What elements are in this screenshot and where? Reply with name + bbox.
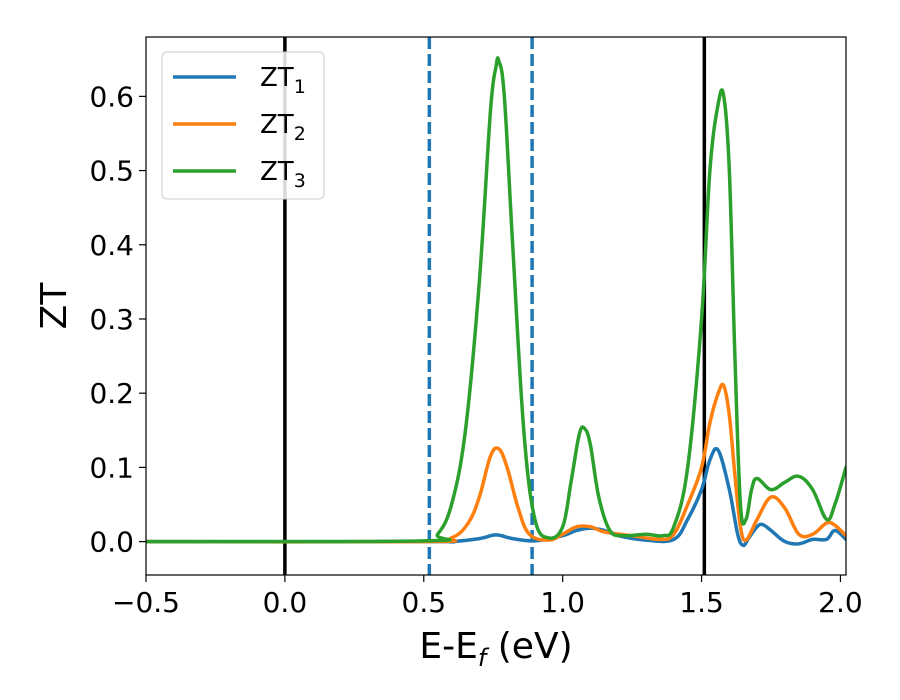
series-line-zt3: [146, 56, 846, 544]
x-tick-label: −0.5: [112, 586, 180, 619]
y-axis-ticks: 0.0 0.1 0.2 0.3 0.4 0.5 0.6: [89, 80, 146, 559]
y-tick-label: 0.6: [89, 80, 134, 113]
x-axis-ticks: −0.5 0.0 0.5 1.0 1.5 2.0: [112, 575, 863, 619]
x-tick-label: 0.5: [402, 586, 447, 619]
y-axis-label: ZT: [34, 282, 75, 330]
legend: ZT1 ZT2 ZT3: [161, 51, 325, 200]
legend-label: ZT1: [260, 63, 306, 98]
y-tick-label: 0.0: [89, 526, 134, 559]
y-tick-label: 0.1: [89, 451, 134, 484]
x-tick-label: 0.0: [263, 586, 308, 619]
y-tick-label: 0.5: [89, 155, 134, 188]
series-line-zt1: [146, 446, 846, 548]
legend-item-zt2: ZT2: [173, 110, 306, 145]
x-tick-label: 2.0: [818, 586, 863, 619]
series-lines: [146, 56, 846, 548]
x-axis-label: E-Ef (eV): [419, 626, 572, 672]
legend-label: ZT2: [260, 110, 306, 145]
legend-box: [161, 51, 325, 200]
y-tick-label: 0.2: [89, 377, 134, 410]
y-tick-label: 0.3: [89, 303, 134, 336]
legend-item-zt3: ZT3: [173, 157, 306, 192]
y-tick-label: 0.4: [89, 229, 134, 262]
legend-label: ZT3: [260, 157, 306, 192]
x-tick-label: 1.5: [679, 586, 724, 619]
series-line-zt2: [146, 382, 846, 544]
legend-item-zt1: ZT1: [173, 63, 306, 98]
plot-frame: [145, 36, 847, 576]
x-tick-label: 1.0: [540, 586, 585, 619]
